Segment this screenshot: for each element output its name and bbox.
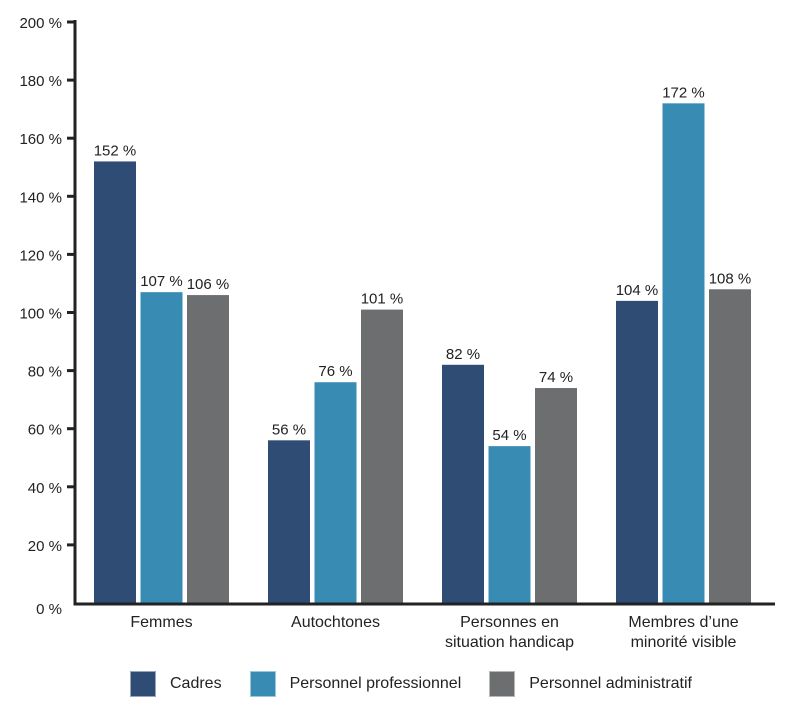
bar-personnel-professionnel <box>488 446 531 603</box>
y-tick-label: 20 % <box>28 538 62 555</box>
bar-cadres <box>94 161 136 603</box>
data-label: 152 % <box>94 142 137 159</box>
bar-personnel-administratif <box>187 295 229 603</box>
legend-label: Personnel professionnel <box>289 675 462 692</box>
bar-personnel-professionnel <box>314 382 357 603</box>
data-label: 106 % <box>187 276 230 293</box>
y-tick-label: 200 % <box>19 15 62 32</box>
x-tick-label: Autochtones <box>291 614 380 631</box>
data-label: 74 % <box>539 369 573 386</box>
bar-personnel-administratif <box>535 388 577 603</box>
x-tick-label: Personnes en <box>460 614 559 631</box>
y-tick-label: 100 % <box>19 306 62 323</box>
x-tick-label: Femmes <box>130 614 192 631</box>
y-tick-label: 180 % <box>19 73 62 90</box>
legend-item: Personnel administratif <box>489 671 692 697</box>
y-tick-label: 80 % <box>28 364 62 381</box>
bar-personnel-professionnel <box>140 292 183 603</box>
bar-chart: 0 % 20 % 40 % 60 % 80 % 100 % 120 % 140 % 160 % 1… <box>19 15 775 651</box>
legend-item: Cadres <box>130 671 222 697</box>
legend: Cadres Personnel professionnel Personnel a… <box>130 671 720 697</box>
y-tick-label: 60 % <box>28 422 62 439</box>
legend-swatch <box>130 671 156 697</box>
x-tick-label: situation handicap <box>445 634 574 651</box>
legend-label: Personnel administratif <box>529 675 692 692</box>
bar-personnel-administratif <box>361 309 403 603</box>
data-label: 101 % <box>361 291 404 308</box>
data-label: 76 % <box>318 363 352 380</box>
bar-cadres <box>442 364 484 603</box>
data-label: 172 % <box>662 84 705 101</box>
bar-cadres <box>268 440 310 603</box>
legend-swatch <box>249 671 276 697</box>
y-tick-label: 40 % <box>28 480 62 497</box>
y-tick-label: 0 % <box>36 601 62 618</box>
legend-label: Cadres <box>170 675 222 692</box>
data-label: 104 % <box>616 282 659 299</box>
y-tick-label: 120 % <box>19 247 62 264</box>
bar-personnel-administratif <box>709 289 751 603</box>
data-label: 54 % <box>492 427 526 444</box>
data-label: 108 % <box>709 270 752 287</box>
x-tick-label: Membres d’une <box>628 614 738 631</box>
bar-personnel-professionnel <box>662 103 705 603</box>
bar-cadres <box>616 300 658 603</box>
data-label: 56 % <box>272 421 306 438</box>
y-tick-label: 140 % <box>19 189 62 206</box>
legend-item: Personnel professionnel <box>249 671 462 697</box>
data-label: 82 % <box>446 346 480 363</box>
data-label: 107 % <box>140 273 183 290</box>
x-tick-label: minorité visible <box>631 634 737 651</box>
y-tick-label: 160 % <box>19 131 62 148</box>
legend-swatch <box>489 671 516 697</box>
